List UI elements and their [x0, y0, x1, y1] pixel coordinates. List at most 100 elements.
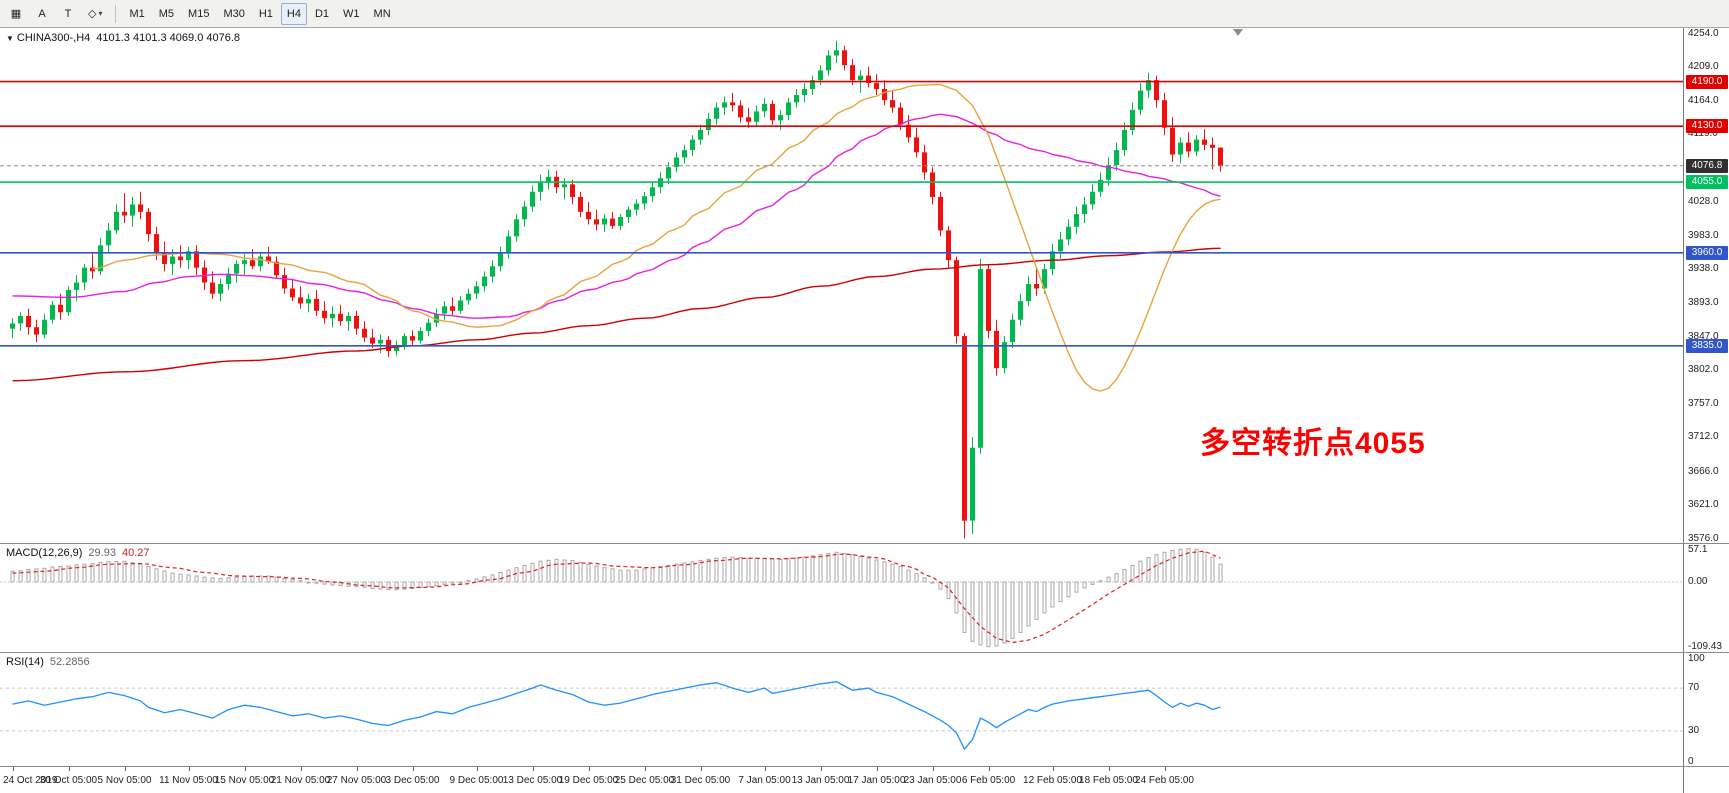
price-tick-label: 4119.0	[1688, 128, 1718, 140]
time-tick-label: 24 Feb 05:00	[1135, 775, 1194, 786]
timeframe-button-m15[interactable]: M15	[188, 7, 210, 20]
time-tick	[764, 767, 766, 771]
time-tick-label: 11 Nov 05:00	[159, 775, 218, 786]
macd-axis[interactable]: 57.1 0.00 -109.43	[1684, 544, 1729, 652]
chart-window: ▼ CHINA300-,H4 4101.3 4101.3 4069.0 4076.8…	[0, 28, 1729, 793]
time-tick	[300, 767, 302, 771]
timeframe-button-m1[interactable]: M1	[129, 7, 145, 20]
time-tick-label: 24 Oct 2019	[3, 775, 58, 786]
price-level-badge: 4130.0	[1686, 119, 1728, 134]
time-tick	[820, 767, 822, 771]
toolbar-separator	[115, 4, 117, 23]
timeframe-button-m5[interactable]: M5	[158, 7, 175, 20]
time-tick-label: 19 Dec 05:00	[558, 775, 619, 786]
time-tick	[1052, 767, 1054, 771]
shapes-tool-icon[interactable]: ◇ ▾	[88, 8, 103, 20]
rsi-tick-label: 0	[1688, 756, 1694, 767]
symbol-period-label: CHINA300-,H4	[16, 32, 91, 44]
time-tick-label: 3 Dec 05:00	[385, 775, 440, 786]
price-tick-label: 4164.0	[1688, 94, 1719, 106]
price-tick-label: 3802.0	[1688, 364, 1719, 376]
time-tick	[476, 767, 478, 771]
price-tick-label: 3621.0	[1688, 499, 1719, 511]
rsi-tick-label: 30	[1688, 724, 1700, 736]
price-level-badge: 3835.0	[1686, 338, 1728, 353]
time-tick	[1164, 767, 1166, 771]
rsi-tick-label: 70	[1688, 682, 1700, 694]
macd-tick-label: 57.1	[1688, 544, 1708, 555]
time-tick-label: 25 Dec 05:00	[614, 775, 675, 786]
price-tick-label: 3576.0	[1688, 532, 1719, 543]
time-tick-label: 15 Nov 05:00	[214, 775, 275, 786]
chart-annotation-text: 多空转折点4055	[1200, 427, 1426, 460]
timeframe-button-h4[interactable]: H4	[280, 2, 307, 25]
timeframe-button-w1[interactable]: W1	[343, 7, 360, 20]
main-chart-pane[interactable]: ▼ CHINA300-,H4 4101.3 4101.3 4069.0 4076.8…	[0, 28, 1684, 543]
axis-corner	[1684, 767, 1729, 793]
rsi-axis[interactable]: 100 70 30 0	[1684, 653, 1729, 766]
rsi-label: RSI(14) 52.2856	[6, 656, 90, 668]
macd-tick-label: -109.43	[1688, 640, 1722, 652]
time-tick	[412, 767, 414, 771]
rsi-value: 52.2856	[49, 656, 90, 668]
time-tick	[12, 767, 14, 771]
macd-canvas[interactable]	[0, 544, 1683, 652]
macd-value: 29.93	[88, 547, 116, 559]
macd-signal-value: 40.27	[121, 547, 150, 559]
rsi-pane[interactable]: RSI(14) 52.2856	[0, 653, 1684, 766]
ohlc-values: 4101.3 4101.3 4069.0 4076.8	[96, 32, 241, 44]
time-tick	[532, 767, 534, 771]
time-tick	[188, 767, 190, 771]
time-tick-label: 12 Feb 05:00	[1023, 775, 1082, 786]
macd-name: MACD(12,26,9)	[6, 547, 83, 559]
time-tick-label: 9 Dec 05:00	[449, 775, 504, 786]
time-tick-label: 13 Jan 05:00	[791, 775, 850, 786]
time-tick-label: 6 Feb 05:00	[961, 775, 1016, 786]
time-tick	[988, 767, 990, 771]
time-tick	[588, 767, 590, 771]
price-tick-label: 4209.0	[1688, 61, 1719, 73]
price-axis[interactable]: 4254.04209.04164.04119.04074.04028.03983…	[1684, 28, 1729, 543]
rsi-name: RSI(14)	[6, 656, 44, 668]
time-tick	[1108, 767, 1110, 771]
text-tool-a-button[interactable]: A	[38, 7, 46, 20]
price-level-badge: 3960.0	[1686, 245, 1728, 260]
text-tool-t-button[interactable]: T	[64, 7, 72, 20]
price-chart-canvas[interactable]	[0, 28, 1683, 543]
time-tick-label: 21 Nov 05:00	[270, 775, 331, 786]
price-tick-label: 3893.0	[1688, 296, 1719, 308]
price-tick-label: 3938.0	[1688, 263, 1719, 275]
rsi-tick-label: 100	[1688, 653, 1705, 664]
price-tick-label: 3847.0	[1688, 330, 1719, 342]
time-tick	[876, 767, 878, 771]
price-level-badge: 4076.8	[1686, 158, 1728, 173]
macd-label: MACD(12,26,9) 29.93 40.27	[6, 547, 149, 559]
timeframe-button-m30[interactable]: M30	[223, 7, 245, 20]
timeframe-button-d1[interactable]: D1	[314, 7, 330, 20]
price-tick-label: 3983.0	[1688, 229, 1719, 241]
time-tick-label: 18 Feb 05:00	[1079, 775, 1138, 786]
price-tick-label: 4028.0	[1688, 196, 1719, 208]
price-tick-label: 3666.0	[1688, 465, 1719, 477]
time-axis[interactable]: 24 Oct 2019 30 Oct 05:00 5 Nov 05:00 11 Nov…	[0, 767, 1684, 793]
price-tick-label: 3757.0	[1688, 397, 1719, 409]
toolbar: ▦ A T ◇ ▾ M1 M5 M15 M30 H1 H4 D1 W1 MN	[0, 0, 1729, 28]
time-tick	[932, 767, 934, 771]
timeframe-button-mn[interactable]: MN	[373, 7, 391, 20]
symbol-dropdown-icon[interactable]: ▼	[6, 34, 14, 43]
rsi-canvas[interactable]	[0, 653, 1683, 766]
dropdown-caret-icon: ▾	[98, 9, 103, 18]
time-tick-label: 17 Jan 05:00	[847, 775, 906, 786]
time-tick-label: 23 Jan 05:00	[903, 775, 962, 786]
time-tick-label: 5 Nov 05:00	[97, 775, 152, 786]
time-tick	[244, 767, 246, 771]
time-tick-label: 27 Nov 05:00	[326, 775, 387, 786]
price-level-badge: 4190.0	[1686, 74, 1728, 89]
chart-shift-marker-icon[interactable]	[1233, 29, 1243, 36]
grid-tool-icon[interactable]: ▦	[10, 8, 22, 20]
symbol-info: ▼ CHINA300-,H4 4101.3 4101.3 4069.0 4076.8	[6, 32, 240, 44]
timeframe-button-h1[interactable]: H1	[258, 7, 273, 20]
time-tick-label: 7 Jan 05:00	[738, 775, 791, 786]
macd-pane[interactable]: MACD(12,26,9) 29.93 40.27	[0, 544, 1684, 652]
